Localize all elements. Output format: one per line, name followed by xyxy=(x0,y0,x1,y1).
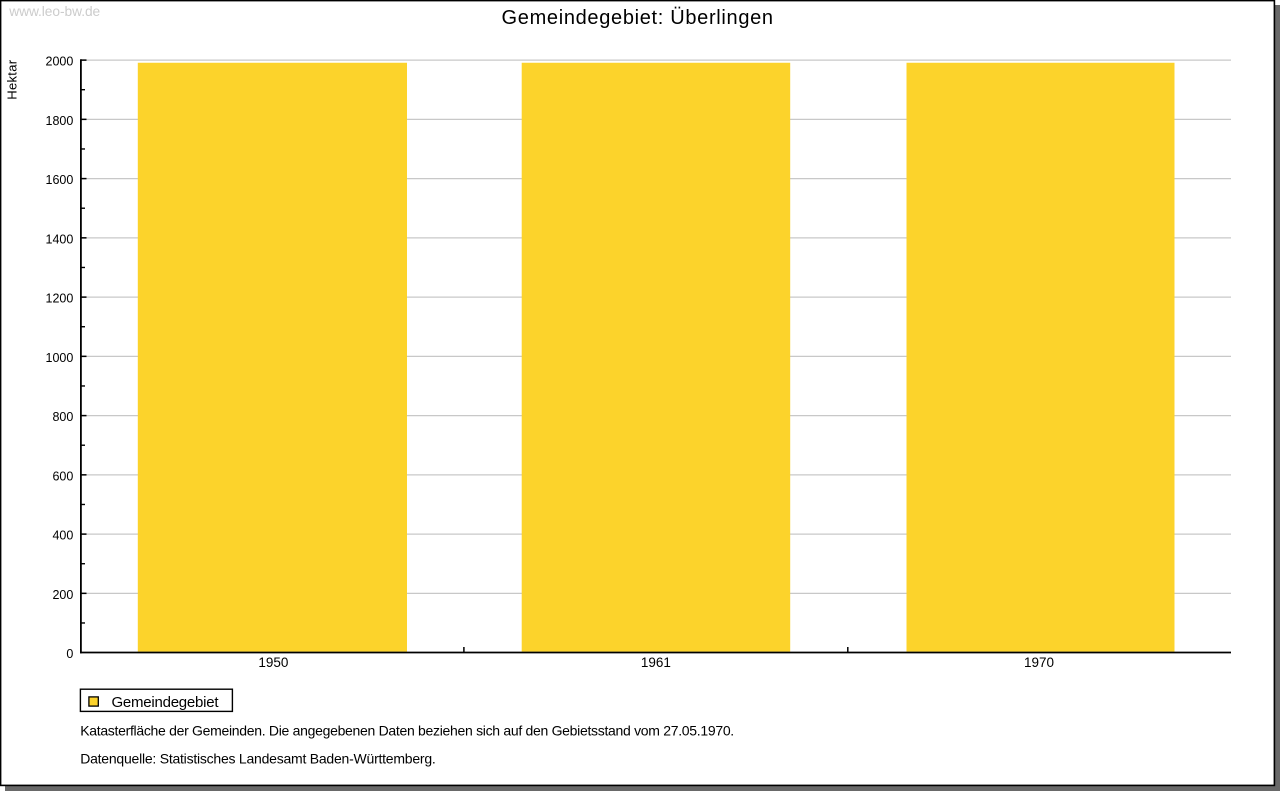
svg-text:Katasterfläche der Gemeinden.: Katasterfläche der Gemeinden. Die angege… xyxy=(80,723,734,739)
svg-text:1200: 1200 xyxy=(45,292,73,306)
svg-text:Gemeindegebiet: Gemeindegebiet xyxy=(112,694,220,711)
svg-text:Gemeindegebiet: Überlingen: Gemeindegebiet: Überlingen xyxy=(502,7,774,29)
svg-text:Datenquelle: Statistisches Lan: Datenquelle: Statistisches Landesamt Bad… xyxy=(80,750,436,766)
svg-text:1950: 1950 xyxy=(258,655,288,670)
svg-text:1970: 1970 xyxy=(1024,655,1054,670)
svg-text:1000: 1000 xyxy=(45,351,73,365)
svg-text:600: 600 xyxy=(52,469,73,483)
svg-text:200: 200 xyxy=(52,588,73,602)
svg-text:0: 0 xyxy=(66,647,73,661)
svg-text:www.leo-bw.de: www.leo-bw.de xyxy=(8,4,100,19)
svg-text:2000: 2000 xyxy=(45,55,73,69)
svg-text:1961: 1961 xyxy=(641,655,671,670)
svg-text:1600: 1600 xyxy=(45,173,73,187)
svg-text:400: 400 xyxy=(52,529,73,543)
svg-text:1800: 1800 xyxy=(45,114,73,128)
svg-text:1400: 1400 xyxy=(45,232,73,246)
svg-text:Hektar: Hektar xyxy=(4,59,19,99)
svg-text:800: 800 xyxy=(52,410,73,424)
